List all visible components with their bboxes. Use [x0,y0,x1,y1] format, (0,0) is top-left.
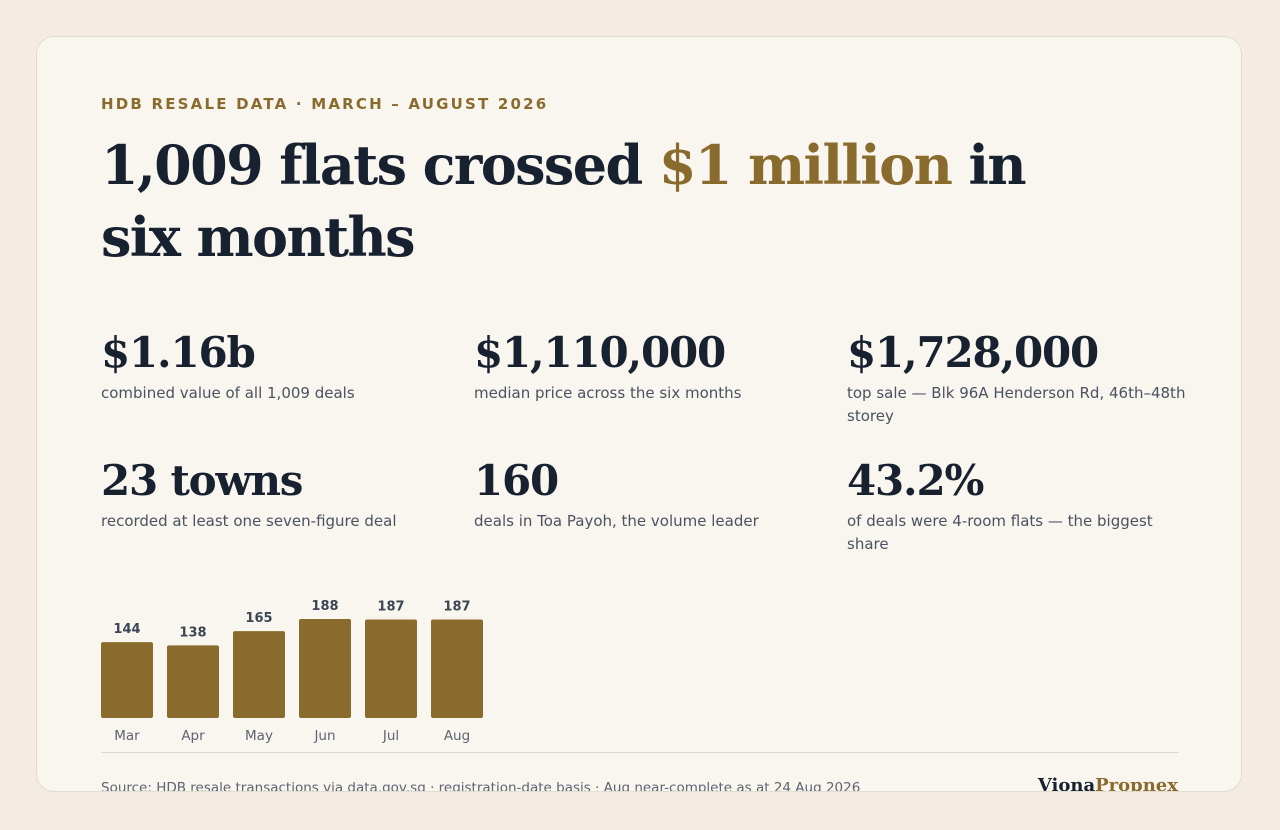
data-label-mar: 144 [113,622,140,637]
stat-value: $1.16b [101,328,256,377]
stat-caption: deals in Toa Payoh, the volume leader [474,512,759,530]
tick-label-jul: Jul [382,728,399,744]
bar-may [233,631,285,718]
tick-label-may: May [245,728,273,744]
bar-mar [101,642,153,718]
data-label-jun: 188 [311,599,338,614]
source-note: Source: HDB resale transactions via data… [101,780,861,792]
bar-apr [167,645,219,718]
stat-caption: of deals were 4-room flats — the biggest… [847,512,1153,553]
stat-top-sale: $1,728,000 top sale — Blk 96A Henderson … [847,328,1187,428]
stat-caption: top sale — Blk 96A Henderson Rd, 46th–48… [847,384,1186,425]
stat-flat-type-share: 43.2% of deals were 4-room flats — the b… [847,456,1187,556]
stat-value: 43.2% [847,456,984,505]
bar-aug [431,619,483,718]
stat-total-value: $1.16b combined value of all 1,009 deals [101,328,441,405]
footer-divider [101,752,1179,753]
stat-value: $1,110,000 [474,328,726,377]
monthly-deals-bar-chart: 144 Mar 138 Apr 165 May 188 Jun 187 Jul 187 Aug [101,599,483,744]
brand-name-part1: Viona [1037,775,1096,792]
stat-value: 160 [474,456,559,505]
stat-median-price: $1,110,000 median price across the six m… [474,328,814,405]
bar-jun [299,619,351,718]
headline: 1,009 flats crossed $1 million in six mo… [101,129,1101,273]
tick-label-jun: Jun [313,728,335,744]
stat-caption: combined value of all 1,009 deals [101,384,355,402]
stat-caption: recorded at least one seven-figure deal [101,512,397,530]
headline-part2: in six months [101,133,1027,269]
stat-value: 23 towns [101,456,303,505]
headline-part1: 1,009 flats crossed [101,133,659,197]
tick-label-apr: Apr [181,728,205,744]
brand-logo: VionaPropnex [1037,775,1178,792]
stat-towns: 23 towns recorded at least one seven-fig… [101,456,441,533]
stat-value: $1,728,000 [847,328,1099,377]
bar-jul [365,619,417,718]
tick-label-mar: Mar [114,728,140,744]
eyebrow-label: HDB RESALE DATA · MARCH – AUGUST 2026 [101,95,549,113]
tick-label-aug: Aug [444,728,470,744]
stat-volume-leader: 160 deals in Toa Payoh, the volume leade… [474,456,814,533]
data-label-jul: 187 [377,600,404,615]
stat-caption: median price across the six months [474,384,742,402]
data-label-aug: 187 [443,600,470,615]
data-label-may: 165 [245,611,272,626]
brand-name-part2: Propnex [1095,775,1178,792]
headline-accent: $1 million [658,133,953,197]
infographic-card: HDB RESALE DATA · MARCH – AUGUST 2026 1,… [36,36,1242,792]
data-label-apr: 138 [179,625,206,640]
